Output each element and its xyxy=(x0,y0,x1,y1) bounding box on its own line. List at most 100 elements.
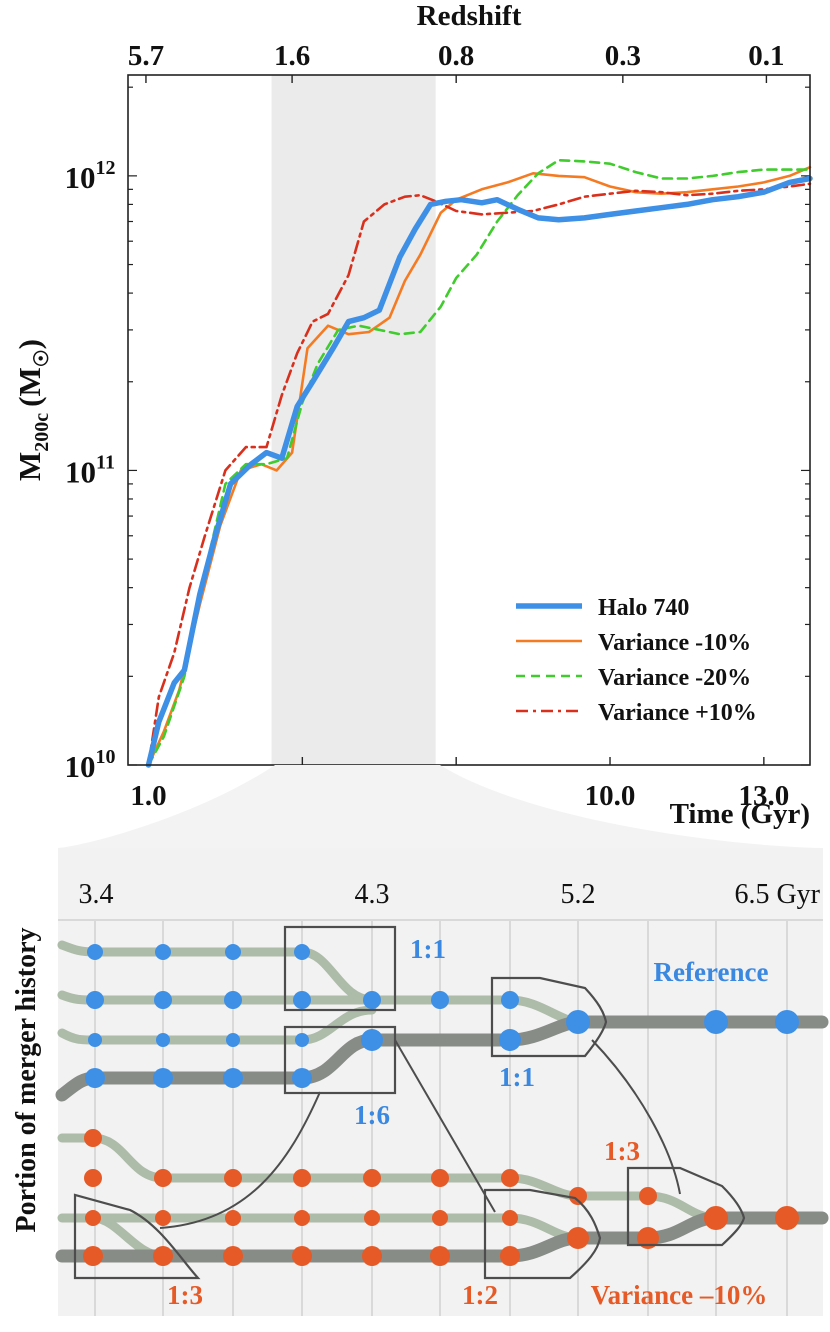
tree-y-axis-title: Portion of merger history xyxy=(11,927,42,1232)
ratio-label-orange: 1:3 xyxy=(167,1280,203,1310)
y-tick-label: 1010 xyxy=(65,746,116,784)
redshift-tick-labels: 5.7 1.6 0.8 0.3 0.1 xyxy=(128,40,785,72)
halo-node xyxy=(88,1033,102,1047)
halo-node xyxy=(155,944,171,960)
halo-node xyxy=(154,1169,172,1187)
halo-node xyxy=(224,991,242,1009)
merger-gate-1-2 xyxy=(483,1188,602,1280)
ratio-labels: 1:1 1:6 1:1 1:3 1:3 1:2 xyxy=(167,934,640,1310)
sun-symbol: ☉ xyxy=(31,349,53,367)
time-label: 4.3 xyxy=(355,879,390,910)
merger-gate-1-1 xyxy=(490,976,608,1058)
top-axis-title: Redshift xyxy=(417,0,522,32)
axis-ticks xyxy=(128,75,810,766)
halo-node xyxy=(294,1210,310,1226)
ratio-label-blue: 1:1 xyxy=(499,1062,535,1092)
track-main xyxy=(55,1211,829,1263)
halo-node xyxy=(224,1169,242,1187)
zoom-funnel xyxy=(58,765,822,848)
halo-node xyxy=(362,1246,382,1266)
halo-node xyxy=(153,1068,173,1088)
y-axis-title-main: M xyxy=(12,452,47,481)
halo-node xyxy=(639,1187,657,1205)
legend-entry: Variance -20% xyxy=(598,665,751,691)
x-tick-label: 1.0 xyxy=(130,780,166,812)
halo-node xyxy=(775,1206,799,1230)
halo-node xyxy=(85,1068,105,1088)
halo-node xyxy=(292,1246,312,1266)
halo-node xyxy=(431,991,449,1009)
halo-node xyxy=(85,1210,101,1226)
merger-box-1-6 xyxy=(283,1025,397,1095)
halo-node xyxy=(364,1210,380,1226)
time-label: 3.4 xyxy=(79,879,114,910)
halo-node xyxy=(295,1033,309,1047)
redshift-tick-label: 0.3 xyxy=(605,40,641,72)
y-axis-title-close: ) xyxy=(12,339,47,349)
redshift-tick-label: 0.8 xyxy=(438,40,474,72)
halo-node xyxy=(223,1246,243,1266)
halo-node xyxy=(225,944,241,960)
reference-label: Reference xyxy=(654,957,769,987)
redshift-tick-label: 1.6 xyxy=(274,40,310,72)
halo-node xyxy=(361,1029,383,1051)
legend: Halo 740 Variance -10% Variance -20% Varian… xyxy=(516,595,757,726)
y-tick-label: 1012 xyxy=(65,157,116,195)
halo-node xyxy=(86,991,104,1009)
mass-growth-chart: 1.04.07.010.013.0 5.71.60.80.30.1 101010… xyxy=(12,0,813,830)
halo-node xyxy=(83,1246,103,1266)
y-axis-title: M200c (M☉) xyxy=(12,339,53,481)
halo-node xyxy=(569,1187,587,1205)
halo-node xyxy=(501,991,519,1009)
halo-node xyxy=(502,1210,518,1226)
connector xyxy=(591,1039,681,1195)
halo-node xyxy=(156,1033,170,1047)
halo-node xyxy=(223,1068,243,1088)
halo-node xyxy=(292,1068,312,1088)
halo-node xyxy=(775,1010,799,1034)
connector xyxy=(159,1091,321,1229)
halo-node xyxy=(153,1246,173,1266)
halo-node xyxy=(294,944,310,960)
variance-label: Variance –10% xyxy=(591,1280,768,1310)
halo-node xyxy=(432,1210,448,1226)
legend-entry: Variance -10% xyxy=(598,630,751,656)
halo-node xyxy=(84,1169,102,1187)
halo-node xyxy=(363,1169,381,1187)
halo-node xyxy=(363,991,381,1009)
track-branch xyxy=(57,1133,721,1223)
ratio-label-orange: 1:2 xyxy=(462,1280,498,1310)
x-tick-label: 13.0 xyxy=(738,780,789,812)
time-label: 5.2 xyxy=(561,879,596,910)
halo-node xyxy=(704,1206,728,1230)
time-labels: 3.4 4.3 5.2 6.5 Gyr xyxy=(79,879,821,910)
connector xyxy=(394,1039,496,1213)
halo-node xyxy=(637,1227,659,1249)
halo-node xyxy=(499,1029,521,1051)
merger-tree-panel: 3.4 4.3 5.2 6.5 Gyr xyxy=(55,848,829,1316)
halo-node xyxy=(225,1210,241,1226)
ratio-label-orange: 1:3 xyxy=(604,1136,640,1166)
tree-nodes xyxy=(83,944,799,1266)
halo-node xyxy=(155,1210,171,1226)
ratio-label-blue: 1:1 xyxy=(410,934,446,964)
merger-box-1-1 xyxy=(283,925,397,1012)
plot-frame xyxy=(127,74,811,766)
halo-node xyxy=(431,1169,449,1187)
legend-entry: Halo 740 xyxy=(598,595,689,621)
series-line xyxy=(147,182,812,767)
merger-boxes xyxy=(73,925,746,1280)
y-axis-title-unit: (M xyxy=(12,367,47,407)
halo-node xyxy=(87,944,103,960)
halo-node xyxy=(704,1010,728,1034)
halo-node xyxy=(567,1227,589,1249)
x-tick-label: 10.0 xyxy=(585,780,636,812)
merger-gate-1-3b xyxy=(626,1166,746,1247)
y-tick-labels: 1010 1011 1012 xyxy=(65,157,116,784)
halo-node xyxy=(226,1033,240,1047)
legend-entry: Variance +10% xyxy=(598,700,757,726)
svg-text:M200c(M☉): M200c (M☉) xyxy=(12,339,53,481)
series-layer xyxy=(145,158,813,768)
halo-node xyxy=(293,1169,311,1187)
